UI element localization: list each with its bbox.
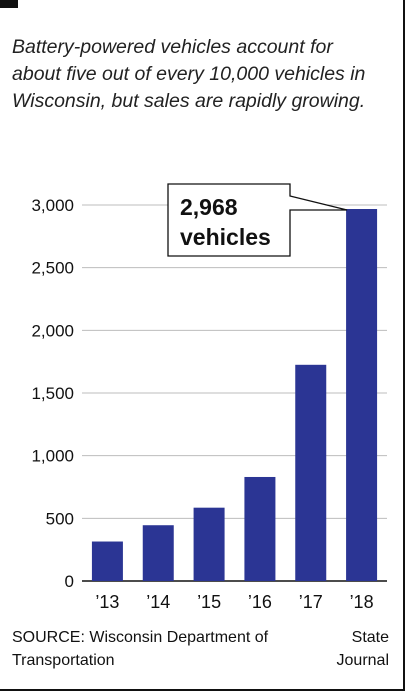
x-tick-label: ’18	[350, 592, 374, 612]
callout: 2,968 vehicles	[167, 183, 348, 257]
y-tick-label: 1,500	[31, 384, 74, 403]
y-tick-label: 2,500	[31, 259, 74, 278]
gridlines	[82, 204, 387, 582]
bar	[346, 209, 378, 581]
y-tick-label: 0	[65, 572, 74, 591]
bar	[142, 525, 174, 581]
x-tick-label: ’15	[197, 592, 221, 612]
headline-fragment	[0, 0, 18, 8]
x-axis-ticks: ’13 ’14 ’15 ’16 ’17 ’18	[95, 592, 373, 612]
y-tick-label: 1,000	[31, 447, 74, 466]
bar	[244, 476, 276, 581]
callout-box	[167, 183, 348, 257]
callout-value: 2,968	[180, 194, 238, 220]
chart-subtitle: Battery-powered vehicles account for abo…	[12, 36, 366, 112]
bars	[91, 209, 378, 581]
y-axis-ticks: 0 500 1,000 1,500 2,000 2,500 3,000	[31, 196, 74, 591]
y-tick-label: 2,000	[31, 321, 74, 340]
bar	[193, 507, 225, 581]
source-note: SOURCE: Wisconsin Department of Transpor…	[12, 629, 269, 669]
bar	[91, 541, 123, 581]
x-tick-label: ’17	[299, 592, 323, 612]
x-tick-label: ’16	[248, 592, 272, 612]
y-tick-label: 3,000	[31, 196, 74, 215]
y-tick-label: 500	[46, 509, 74, 528]
publisher-credit: State Journal	[336, 629, 389, 669]
bar	[295, 364, 327, 581]
x-tick-label: ’14	[146, 592, 170, 612]
callout-unit: vehicles	[180, 224, 271, 250]
x-tick-label: ’13	[95, 592, 119, 612]
